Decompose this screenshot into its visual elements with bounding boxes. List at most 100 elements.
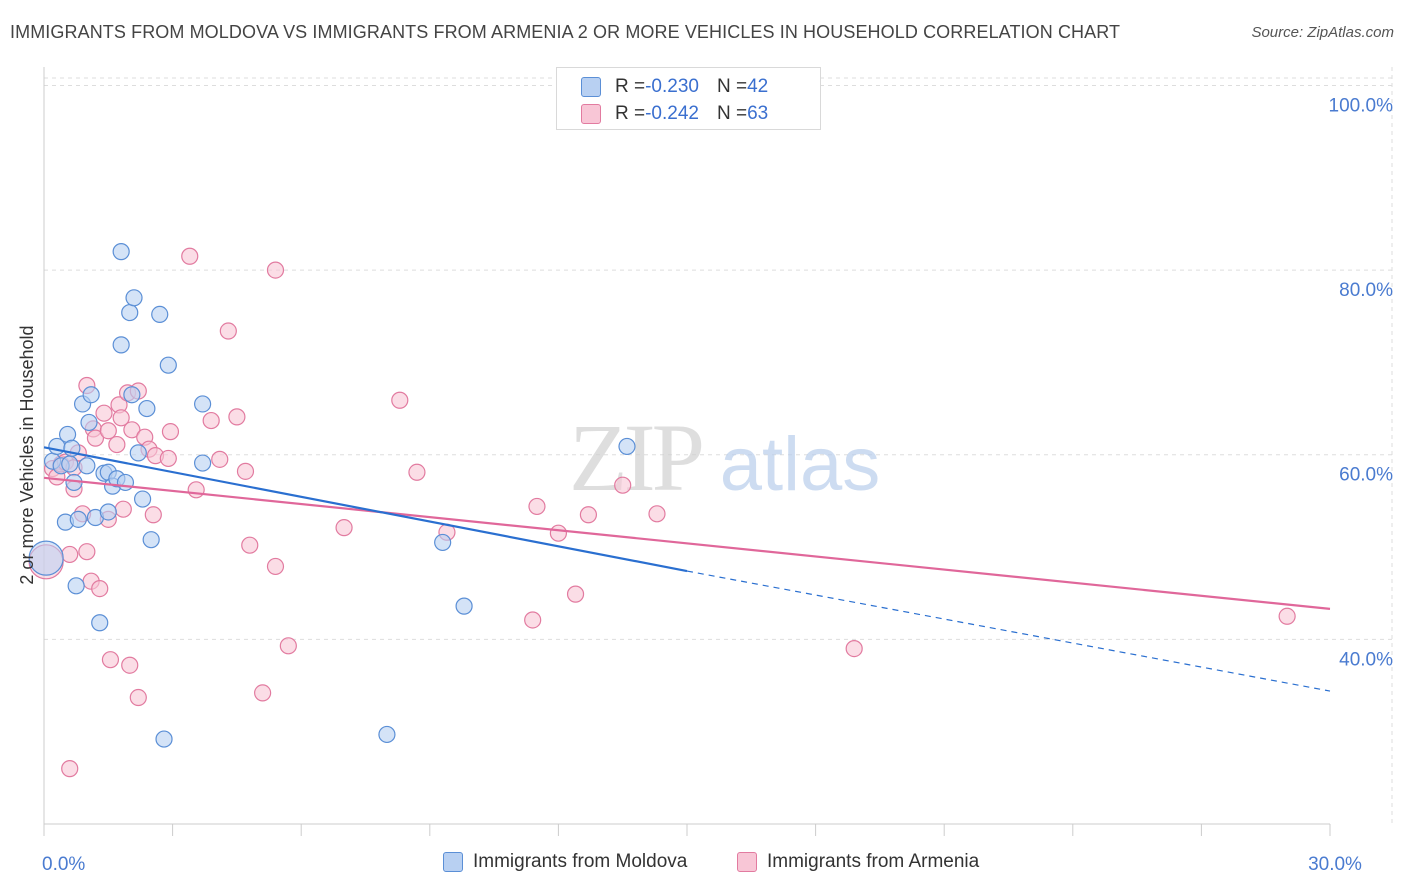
armenia-n-value: 63	[747, 103, 769, 124]
armenia-point-21	[108, 435, 126, 454]
armenia-point-24	[114, 500, 132, 518]
legend-armenia-label: Immigrants from Armenia	[767, 851, 980, 872]
watermark-zip: ZIP	[569, 404, 702, 511]
moldova-point-31	[142, 531, 160, 549]
moldova-point-28	[129, 444, 147, 462]
armenia-point-23	[112, 409, 130, 427]
moldova-point-25	[121, 303, 139, 322]
armenia-point-6	[61, 760, 79, 778]
moldova-point-26	[123, 386, 141, 404]
moldova-point-32	[151, 305, 169, 324]
armenia-point-19	[99, 422, 117, 440]
moldova-point-40	[618, 437, 636, 456]
legend-moldova-swatch	[443, 852, 463, 872]
chart-title: IMMIGRANTS FROM MOLDOVA VS IMMIGRANTS FR…	[10, 22, 1121, 42]
moldova-point-13	[80, 413, 98, 432]
armenia-point-47	[279, 637, 297, 655]
moldova-point-34	[159, 356, 177, 374]
armenia-point-36	[181, 247, 199, 265]
armenia-point-60	[1278, 607, 1296, 625]
armenia-point-40	[219, 322, 237, 340]
watermark-atlas: atlas	[720, 422, 881, 507]
series-armenia-points	[28, 247, 1296, 778]
moldova-trend-line	[43, 446, 688, 573]
moldova-n-label: N =	[716, 76, 748, 97]
x-tick-label-1: 30.0%	[1308, 854, 1362, 875]
armenia-point-52	[524, 611, 542, 629]
moldova-point-38	[434, 533, 452, 552]
armenia-point-55	[566, 585, 585, 603]
armenia-trend-line	[43, 476, 1331, 610]
source-credit: Source: ZipAtlas.com	[1251, 24, 1394, 41]
armenia-point-58	[648, 505, 666, 523]
armenia-point-26	[121, 656, 139, 674]
moldova-point-33	[155, 730, 173, 748]
moldova-point-6	[61, 455, 79, 473]
armenia-swatch	[581, 104, 601, 124]
y-tick-label-2: 60.0%	[1339, 465, 1393, 486]
armenia-point-54	[549, 524, 568, 542]
moldova-point-37	[378, 725, 396, 744]
armenia-point-50	[408, 463, 426, 481]
armenia-point-42	[236, 462, 255, 480]
legend-item-moldova[interactable]: Immigrants from Moldova	[443, 851, 687, 873]
legend-item-armenia[interactable]: Immigrants from Armenia	[737, 851, 979, 873]
armenia-point-38	[202, 411, 220, 430]
moldova-point-10	[69, 510, 87, 528]
armenia-point-35	[161, 423, 180, 441]
moldova-n-value: 42	[747, 76, 769, 97]
moldova-point-22	[112, 243, 130, 261]
x-tick-label-0: 0.0%	[42, 854, 85, 875]
gridlines	[44, 67, 1393, 824]
trend-lines	[43, 446, 1331, 692]
moldova-point-9	[67, 577, 85, 595]
legend-moldova-label: Immigrants from Moldova	[473, 851, 688, 872]
armenia-point-43	[241, 536, 259, 554]
armenia-point-53	[528, 497, 546, 516]
correlation-legend: R = -0.230 N = 42 R = -0.242 N = 63	[556, 67, 821, 130]
moldova-point-39	[455, 597, 473, 615]
moldova-point-19	[99, 503, 117, 521]
armenia-point-17	[95, 404, 113, 422]
armenia-point-37	[187, 481, 205, 499]
armenia-point-27	[123, 421, 141, 439]
armenia-point-48	[335, 519, 353, 537]
armenia-point-56	[579, 506, 598, 524]
y-tick-label-0: 100.0%	[1329, 95, 1394, 116]
y-tick-label-3: 40.0%	[1339, 649, 1393, 670]
moldova-point-24	[116, 473, 135, 492]
y-axis-title: 2 or more Vehicles in Household	[17, 325, 37, 584]
legend-armenia-swatch	[737, 852, 757, 872]
armenia-point-20	[101, 651, 120, 669]
axis-labels: 100.0% 80.0% 60.0% 40.0% 0.0% 30.0%	[42, 95, 1393, 875]
moldova-point-35	[194, 454, 212, 472]
moldova-point-0	[28, 540, 64, 576]
zipatlas-watermark: ZIP atlas	[569, 404, 880, 511]
armenia-r-label: R =	[615, 103, 646, 124]
moldova-point-16	[91, 614, 109, 632]
moldova-point-14	[82, 386, 100, 404]
armenia-point-34	[159, 449, 177, 468]
armenia-point-41	[228, 408, 246, 426]
armenia-point-29	[129, 688, 147, 707]
corr-row-moldova: R = -0.230 N = 42	[581, 74, 768, 100]
armenia-point-39	[211, 450, 229, 468]
armenia-point-49	[391, 391, 409, 409]
armenia-n-label: N =	[716, 103, 748, 124]
armenia-r-value: -0.242	[645, 103, 699, 124]
armenia-point-16	[91, 579, 109, 598]
armenia-point-45	[266, 557, 285, 576]
armenia-point-15	[86, 429, 105, 447]
y-tick-label-1: 80.0%	[1339, 280, 1393, 301]
series-legend: Immigrants from Moldova Immigrants from …	[0, 851, 1406, 881]
moldova-point-36	[194, 395, 212, 413]
moldova-trend-extension	[686, 570, 1331, 692]
armenia-point-32	[144, 506, 162, 524]
moldova-point-30	[138, 399, 156, 418]
armenia-point-5	[61, 545, 79, 564]
moldova-point-23	[112, 336, 130, 354]
armenia-point-46	[266, 261, 285, 279]
armenia-point-44	[254, 684, 272, 702]
moldova-swatch	[581, 77, 601, 97]
